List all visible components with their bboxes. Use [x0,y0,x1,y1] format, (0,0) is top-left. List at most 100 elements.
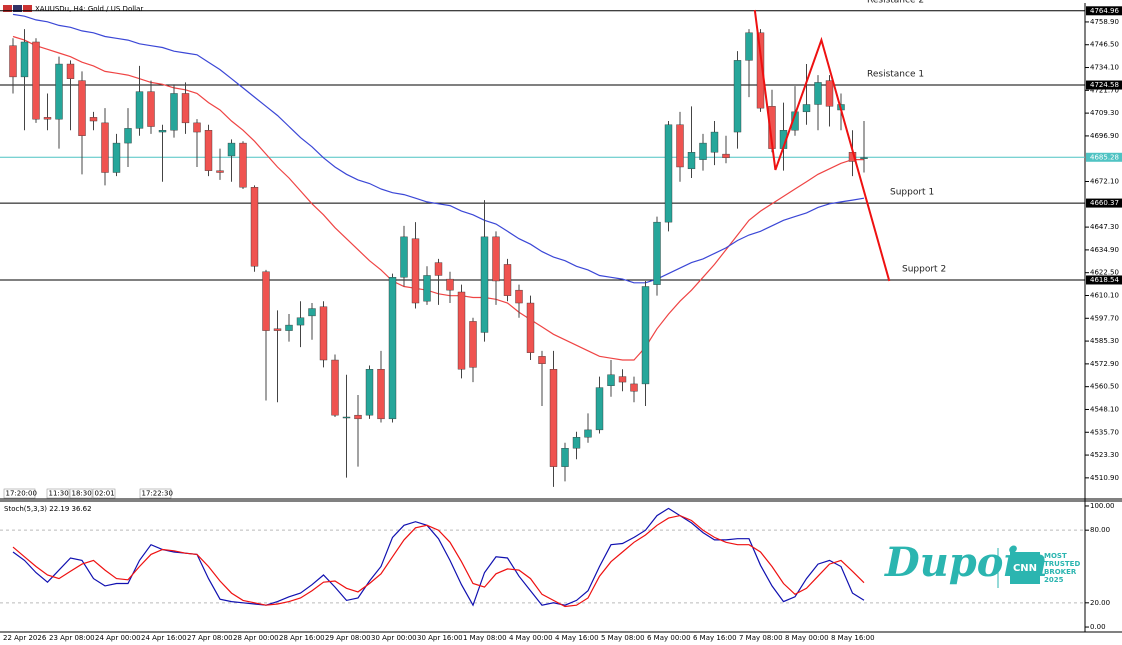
candle-body [193,122,201,133]
tagline: TRUSTED [1044,560,1080,568]
x-tick-label: 6 May 00:00 [647,634,691,642]
candle-body [607,374,615,386]
y-tick-label: 0.00 [1090,623,1106,631]
candle-body [296,317,305,326]
candle-body [664,124,673,223]
timer-box [3,488,36,499]
toolbar-icons [3,5,32,12]
y-tick-label: 4647.30 [1090,223,1119,231]
level-label: Support 2 [902,264,946,274]
candle-body [595,387,604,431]
series-line [12,13,865,284]
level-price-box [1086,198,1122,208]
candle-body [285,324,293,331]
y-tick-label: 4510.90 [1090,474,1119,482]
level-price: 4764.96 [1090,7,1119,15]
candle-body [526,302,535,353]
candle-body [825,80,834,107]
candle-body [561,448,569,467]
x-tick-label: 8 May 00:00 [785,634,829,642]
candle-body [756,32,765,109]
candle-body [9,45,17,78]
y-tick-label: 4523.30 [1090,451,1119,459]
candle-body [549,369,558,467]
y-tick-label: 4721.70 [1090,86,1119,94]
candle-body [411,238,420,304]
y-tick-label: 4746.50 [1090,41,1119,49]
y-tick-label: 4572.90 [1090,360,1119,368]
candle-body [584,429,592,438]
x-tick-label: 5 May 08:00 [601,634,645,642]
x-tick-label: 4 May 16:00 [555,634,599,642]
candle-body [469,321,477,368]
y-tick-label: 4560.50 [1090,383,1119,391]
candle-body [377,369,385,420]
level-price: 4660.37 [1090,199,1119,207]
y-tick-label: 4622.50 [1090,269,1119,277]
level-price: 4724.58 [1090,81,1119,89]
level-label: Resistance 1 [867,70,924,80]
candle-body [78,80,86,136]
candle-body [43,117,52,120]
candle-body [181,93,190,124]
candle-body [423,275,431,302]
y-tick-label: 80.00 [1090,526,1110,534]
y-tick-label: 4734.10 [1090,64,1119,72]
candle-body [227,142,236,157]
tagline: MOST [1044,552,1067,560]
icon [3,5,12,12]
candle-body [538,356,546,364]
level-price: 4685.28 [1090,153,1119,161]
watermark-logo: Dupoin CNN MOST TRUSTED BROKER 2025 [884,539,1080,588]
y-tick-label: 4696.90 [1090,132,1119,140]
candle-body [135,91,144,129]
y-tick-label: 4585.30 [1090,337,1119,345]
candle-body [492,236,500,282]
timer: 11:30 [49,490,69,498]
x-tick-label: 24 Apr 16:00 [141,634,187,642]
candle-body [802,104,811,113]
candle-body [722,153,730,158]
candle-body [319,306,328,361]
y-tick-label: 4758.90 [1090,18,1119,26]
candle-body [354,414,362,420]
candle-body [262,271,270,331]
y-tick-label: 4535.70 [1090,428,1119,436]
candle-body [515,289,523,304]
series-line [12,514,865,608]
x-tick-label: 27 Apr 08:00 [187,634,233,642]
timer-box [69,488,93,499]
candle-body [503,264,512,296]
tagline: BROKER [1044,568,1077,576]
pattern-line [753,9,891,282]
timer-box [92,488,116,499]
x-tick-label: 22 Apr 2026 [3,634,47,642]
x-tick-label: 30 Apr 00:00 [371,634,417,642]
candle-body [814,82,822,105]
x-tick-label: 4 May 00:00 [509,634,553,642]
y-tick-label: 4597.70 [1090,314,1119,322]
x-tick-label: 29 Apr 08:00 [325,634,371,642]
x-tick-label: 24 Apr 00:00 [95,634,141,642]
x-tick-label: 7 May 08:00 [739,634,783,642]
candle-body [112,142,121,173]
timer: 02:01 [95,490,115,498]
candle-body [331,359,339,416]
level-price-box [1086,275,1122,285]
y-tick-label: 4548.10 [1090,405,1119,413]
candle-body [365,369,374,416]
level-price-box [1086,80,1122,90]
candle-body [710,131,719,153]
candle-body [273,328,282,331]
candle-body [66,63,75,79]
y-tick-label: 100.00 [1090,502,1115,510]
level-price-box [1086,6,1122,16]
timer: 18:30 [72,490,92,498]
y-tick-label: 20.00 [1090,599,1110,607]
candle-body [699,142,707,160]
candle-body [124,128,132,144]
badge: CNN [1013,563,1037,574]
timer: 17:20:00 [6,490,37,498]
candle-body [618,376,627,383]
